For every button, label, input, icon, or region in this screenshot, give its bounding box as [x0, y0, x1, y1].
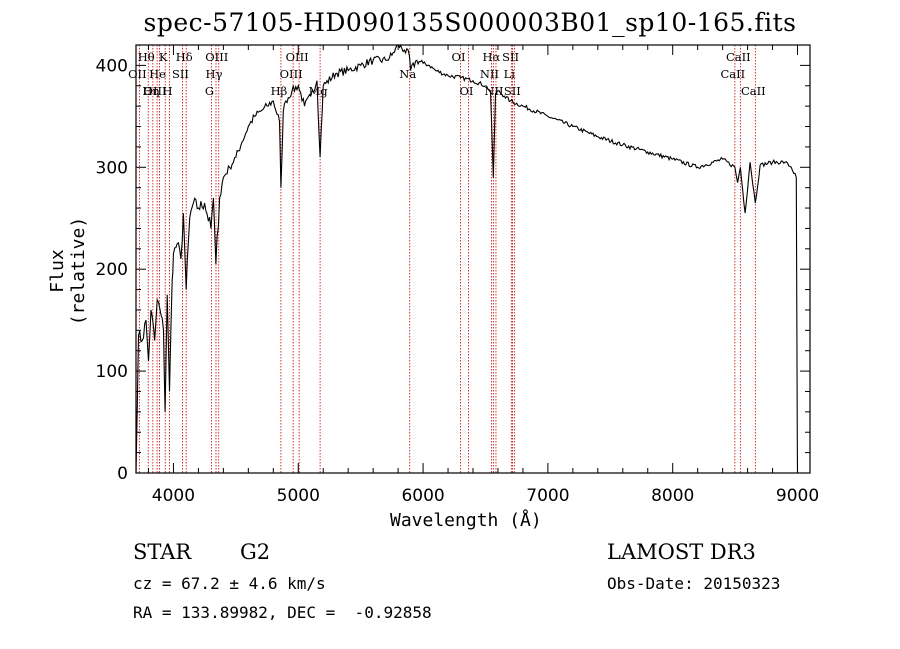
line-label: NII — [480, 67, 499, 81]
y-tick-label: 300 — [96, 158, 128, 178]
object-subclass: G2 — [240, 540, 271, 564]
line-label: He — [149, 67, 166, 81]
line-label: CaII — [741, 84, 766, 98]
line-label: OIII — [286, 50, 309, 64]
line-label: Hα — [482, 50, 500, 64]
line-label: Hγ — [206, 67, 223, 81]
line-label: Li — [504, 67, 516, 81]
line-label: H — [163, 84, 173, 98]
line-label: OI — [452, 50, 466, 64]
line-label: OIII — [205, 50, 228, 64]
line-labels: Hθ OII OIII K He Hη H SII Hδ OIII Hγ G Hβ OIII OIII Mg N… — [128, 50, 766, 98]
x-tick-label: 6000 — [401, 486, 444, 506]
line-label: K — [159, 50, 168, 64]
line-label: Mg — [309, 84, 329, 98]
coordinates-text: RA = 133.89982, DEC = -0.92858 — [133, 603, 432, 622]
spectrum-series — [135, 43, 799, 474]
line-label: OIII — [144, 84, 167, 98]
plot-frame — [135, 44, 811, 474]
line-label: Hδ — [176, 50, 193, 64]
line-label: Na — [399, 67, 416, 81]
line-label: SII — [502, 50, 519, 64]
x-tick-label: 7000 — [526, 486, 569, 506]
survey-name: LAMOST DR3 — [607, 540, 756, 564]
x-tick-label: 8000 — [651, 486, 694, 506]
line-label: Hβ — [271, 84, 288, 98]
y-tick-label: 0 — [117, 464, 128, 484]
line-label: OIII — [280, 67, 303, 81]
line-label: SII — [172, 67, 189, 81]
line-label: OI — [460, 84, 474, 98]
plot-border — [135, 44, 811, 474]
y-tick-label: 200 — [96, 260, 128, 280]
line-label: Hη — [142, 84, 159, 98]
line-label: G — [205, 84, 214, 98]
x-tick-label: 5000 — [277, 486, 320, 506]
y-tick-label: 100 — [96, 362, 128, 382]
line-label: CaII — [720, 67, 745, 81]
y-axis-label: Flux (relative) — [47, 216, 89, 326]
line-label: Hθ — [138, 50, 155, 64]
y-tick-label: 400 — [96, 56, 128, 76]
obs-date: Obs-Date: 20150323 — [607, 574, 781, 593]
object-class: STAR — [133, 540, 192, 564]
axis-ticks: 4000 5000 6000 7000 8000 9000 0 100 200 300 400 — [96, 44, 819, 506]
spectrum-line — [135, 43, 799, 474]
line-label: CaII — [726, 50, 751, 64]
x-axis-label: Wavelength (Å) — [390, 510, 542, 531]
x-tick-label: 9000 — [776, 486, 819, 506]
line-label: OII — [128, 67, 147, 81]
line-markers — [138, 45, 756, 473]
x-tick-label: 4000 — [152, 486, 195, 506]
line-label: SII — [504, 84, 521, 98]
chart-title: spec-57105-HD090135S000003B01_sp10-165.f… — [143, 8, 797, 37]
line-label: NII — [484, 84, 503, 98]
velocity-text: cz = 67.2 ± 4.6 km/s — [133, 574, 326, 593]
